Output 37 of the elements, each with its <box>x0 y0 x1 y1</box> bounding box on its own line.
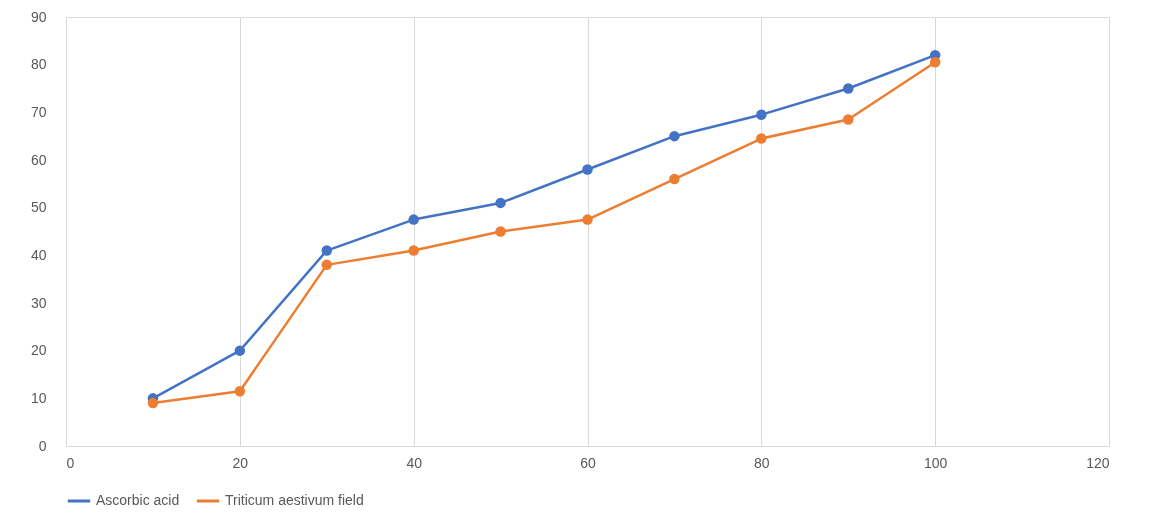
x-tick-label: 20 <box>232 454 249 471</box>
x-tick-label: 100 <box>923 454 948 471</box>
point <box>756 133 767 144</box>
legend-label: Ascorbic acid <box>96 492 180 508</box>
point <box>234 385 246 397</box>
point <box>582 164 593 175</box>
point <box>147 397 159 409</box>
x-tick-label: 0 <box>66 454 75 471</box>
y-tick-label: 70 <box>30 103 47 120</box>
y-tick-label: 10 <box>30 389 47 406</box>
legend-label: Triticum aestivum field <box>225 492 364 508</box>
y-tick-label: 50 <box>30 199 47 216</box>
y-tick-label: 90 <box>30 8 47 25</box>
point <box>929 57 941 68</box>
y-tick-label: 80 <box>30 56 47 73</box>
y-tick-label: 60 <box>30 151 47 168</box>
point <box>321 259 332 271</box>
point <box>669 173 680 185</box>
point <box>582 214 593 225</box>
x-tick-label: 60 <box>580 454 596 471</box>
y-tick-label: 30 <box>30 294 47 311</box>
y-tick-label: 40 <box>30 246 47 263</box>
x-tick-label: 40 <box>406 454 423 471</box>
point <box>234 345 246 356</box>
point <box>669 130 680 142</box>
x-tick-label: 120 <box>1086 454 1110 471</box>
x-tick-label: 80 <box>754 454 770 471</box>
point <box>756 109 767 120</box>
point <box>408 245 419 256</box>
point <box>843 83 854 94</box>
y-tick-label: 20 <box>30 342 47 359</box>
point <box>495 197 506 209</box>
point <box>408 214 419 225</box>
y-tick-label: 0 <box>38 437 47 454</box>
point <box>321 245 332 256</box>
point <box>495 226 506 237</box>
point <box>843 114 854 125</box>
